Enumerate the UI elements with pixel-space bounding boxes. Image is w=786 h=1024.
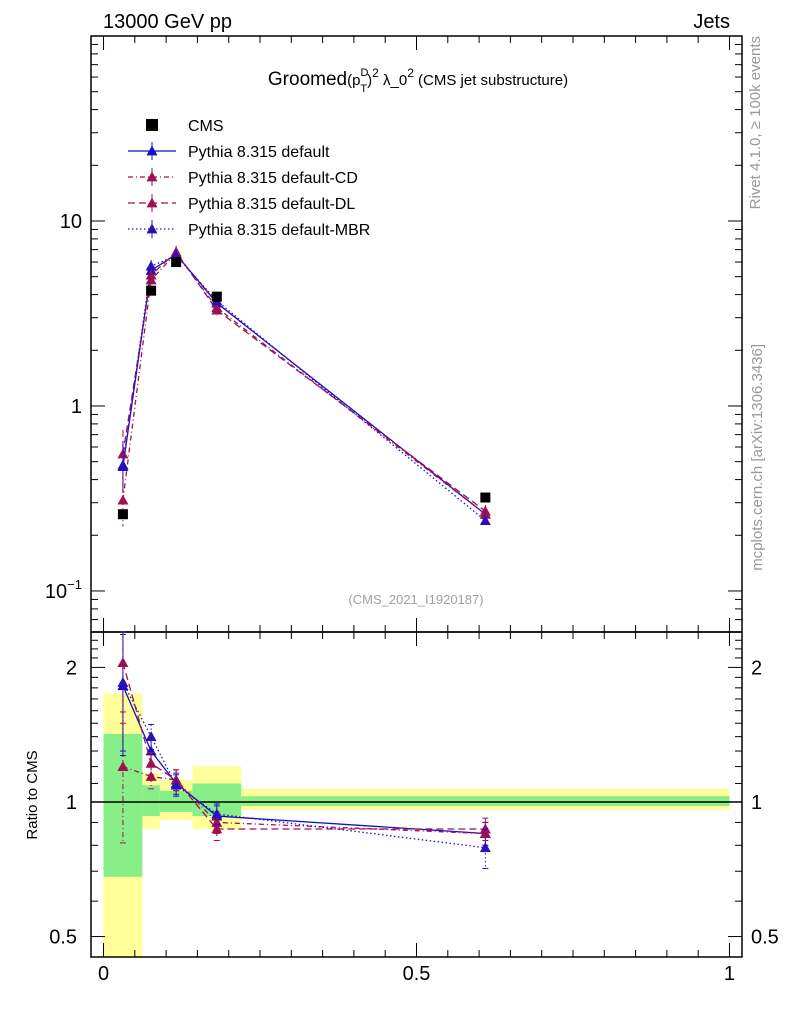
legend-label: Pythia 8.315 default-CD xyxy=(188,170,358,187)
ratio-ytick-label-right: 2 xyxy=(751,657,762,679)
main-series-point xyxy=(145,269,157,280)
main-series-line-0 xyxy=(122,253,486,515)
energy-label: 13000 GeV pp xyxy=(103,11,232,33)
legend-marker xyxy=(146,223,158,234)
main-series-point xyxy=(117,494,129,505)
jets-label: Jets xyxy=(693,11,730,33)
ratio-panel: 2 2 1 1 0.5 0.5 0 0.5 1 xyxy=(49,631,779,985)
ratio-series-point xyxy=(211,808,223,819)
ratio-series-point xyxy=(117,657,129,668)
main-ytick-label: 10 xyxy=(60,211,82,233)
legend-label: Pythia 8.315 default xyxy=(188,144,330,161)
main-ytick-label: 10−1 xyxy=(45,577,82,603)
ratio-series-point xyxy=(145,731,157,742)
ratio-band-inner-0 xyxy=(103,733,143,877)
ratio-series-point xyxy=(117,677,129,687)
ratio-series-point xyxy=(479,842,491,853)
main-series-point xyxy=(479,515,491,526)
main-series-point xyxy=(211,304,223,315)
main-series-point xyxy=(145,260,157,271)
cms-data-point xyxy=(480,492,491,503)
cms-data-point xyxy=(211,291,222,302)
ratio-ytick-label-left: 2 xyxy=(66,657,77,679)
ratio-series-line-3 xyxy=(122,682,486,849)
ratio-series-point xyxy=(145,771,157,781)
legend-marker xyxy=(146,197,158,208)
cms-data-point xyxy=(117,509,128,520)
legend-label-cms: CMS xyxy=(188,118,224,135)
xtick-label: 0 xyxy=(98,963,109,985)
ratio-series-point xyxy=(479,823,491,834)
ratio-series-point xyxy=(117,761,129,771)
rivet-version-label: Rivet 4.1.0, ≥ 100k events xyxy=(747,36,764,209)
ratio-series-point xyxy=(170,779,182,790)
ratio-ytick-label-right: 1 xyxy=(751,792,762,814)
cms-data-point xyxy=(171,257,182,268)
ratio-series-point xyxy=(211,823,223,834)
main-series-point xyxy=(117,459,129,470)
cms-data-point xyxy=(146,285,157,296)
xtick-label: 0.5 xyxy=(403,963,431,985)
main-ytick-label: 1 xyxy=(71,396,82,418)
main-series-point xyxy=(479,505,491,516)
legend-marker-cms xyxy=(146,119,158,131)
legend-label: Pythia 8.315 default-DL xyxy=(188,196,355,213)
ratio-axis-label: Ratio to CMS xyxy=(24,750,41,839)
legend: CMS Pythia 8.315 default Pythia 8.315 defa… xyxy=(128,118,370,239)
mcplots-reference-label: mcplots.cern.ch [arXiv:1306.3436] xyxy=(749,344,766,571)
ratio-ytick-label-left: 1 xyxy=(66,792,77,814)
ratio-band-inner-4 xyxy=(241,796,730,806)
plot-title: Groomed(pD T)2 λ_02 (CMS jet substructure… xyxy=(268,66,568,95)
ratio-band-inner-1 xyxy=(142,785,160,817)
ratio-ytick-label-left: 0.5 xyxy=(49,927,77,949)
ratio-series-point xyxy=(145,757,157,768)
xtick-label: 1 xyxy=(724,963,735,985)
legend-marker xyxy=(146,171,158,182)
main-series-line-1 xyxy=(122,252,486,515)
analysis-watermark: (CMS_2021_I1920187) xyxy=(348,592,483,607)
ratio-ytick-label-right: 0.5 xyxy=(751,927,779,949)
main-series-line-3 xyxy=(122,254,486,522)
legend-marker xyxy=(146,145,158,156)
legend-label: Pythia 8.315 default-MBR xyxy=(188,222,370,239)
